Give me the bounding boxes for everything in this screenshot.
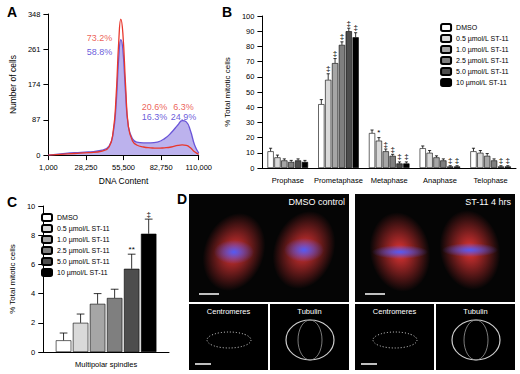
svg-text:**: ** — [129, 245, 135, 254]
svg-text:Centromeres: Centromeres — [207, 307, 251, 316]
svg-text:B: B — [222, 4, 232, 20]
svg-text:DMSO: DMSO — [456, 24, 478, 31]
svg-text:‡: ‡ — [384, 140, 388, 149]
svg-text:24.9%: 24.9% — [170, 111, 197, 122]
svg-text:‡: ‡ — [506, 156, 510, 165]
svg-text:348: 348 — [28, 10, 41, 19]
svg-text:Multipolar spindles: Multipolar spindles — [75, 360, 137, 369]
svg-text:28,250: 28,250 — [75, 163, 98, 172]
svg-text:70: 70 — [246, 57, 254, 66]
svg-text:‡: ‡ — [333, 49, 337, 58]
svg-text:110,000: 110,000 — [185, 163, 212, 172]
svg-text:‡: ‡ — [390, 145, 394, 154]
svg-text:261: 261 — [28, 45, 41, 54]
svg-text:1,000: 1,000 — [39, 163, 58, 172]
svg-text:1.0 µmol/L ST-11: 1.0 µmol/L ST-11 — [456, 46, 509, 54]
svg-text:100: 100 — [242, 12, 255, 21]
svg-text:% Total mitotic cells: % Total mitotic cells — [223, 57, 232, 127]
svg-text:Tubulin: Tubulin — [463, 307, 487, 316]
svg-text:A: A — [7, 4, 17, 20]
svg-text:10 µmol/L ST-11: 10 µmol/L ST-11 — [456, 79, 507, 87]
svg-text:Prometaphase: Prometaphase — [314, 176, 363, 185]
svg-text:‡: ‡ — [404, 152, 408, 161]
svg-text:‡: ‡ — [326, 64, 330, 73]
svg-text:20.6%: 20.6% — [141, 102, 168, 113]
svg-text:D: D — [177, 191, 187, 207]
svg-text:6: 6 — [31, 260, 35, 269]
svg-text:DMSO control: DMSO control — [288, 197, 345, 207]
svg-text:Centromeres: Centromeres — [373, 307, 417, 316]
svg-text:‡: ‡ — [448, 156, 452, 165]
svg-text:90: 90 — [246, 27, 254, 36]
svg-text:2: 2 — [31, 318, 35, 327]
svg-text:0.5 µmol/L ST-11: 0.5 µmol/L ST-11 — [456, 35, 509, 43]
svg-text:Metaphase: Metaphase — [371, 176, 408, 185]
svg-text:‡: ‡ — [455, 156, 459, 165]
svg-text:5.0 µmol/L ST-11: 5.0 µmol/L ST-11 — [57, 258, 110, 266]
svg-text:73.2%: 73.2% — [87, 33, 113, 43]
svg-text:4: 4 — [31, 289, 35, 298]
svg-text:174: 174 — [28, 80, 41, 89]
svg-text:*: * — [377, 128, 380, 137]
svg-text:8: 8 — [31, 231, 35, 240]
svg-text:0: 0 — [36, 151, 40, 160]
svg-text:Anaphase: Anaphase — [423, 176, 457, 185]
svg-text:2.5 µmol/L ST-11: 2.5 µmol/L ST-11 — [456, 57, 509, 65]
svg-text:58.8%: 58.8% — [87, 47, 113, 57]
svg-text:60: 60 — [246, 72, 254, 81]
svg-text:Telophase: Telophase — [474, 176, 508, 185]
svg-text:DNA Content: DNA Content — [99, 176, 149, 186]
svg-text:Prophase: Prophase — [272, 176, 304, 185]
svg-text:0: 0 — [31, 348, 35, 357]
svg-text:10: 10 — [246, 148, 254, 157]
svg-text:2.5 µmol/L ST-11: 2.5 µmol/L ST-11 — [57, 247, 110, 255]
svg-text:30: 30 — [246, 118, 254, 127]
svg-text:Tubulin: Tubulin — [297, 307, 321, 316]
svg-text:40: 40 — [246, 103, 254, 112]
svg-text:% Total mitotic cells: % Total mitotic cells — [8, 244, 17, 314]
svg-text:80: 80 — [246, 42, 254, 51]
svg-text:‡: ‡ — [353, 23, 357, 32]
svg-text:‡: ‡ — [397, 152, 401, 161]
svg-text:16.3%: 16.3% — [142, 112, 168, 122]
svg-text:‡: ‡ — [146, 210, 150, 219]
svg-text:1.0 µmol/L ST-11: 1.0 µmol/L ST-11 — [57, 236, 110, 244]
svg-text:55,500: 55,500 — [112, 163, 135, 172]
svg-text:50: 50 — [246, 88, 254, 97]
svg-text:10 µmol/L ST-11: 10 µmol/L ST-11 — [57, 269, 108, 277]
svg-text:0: 0 — [250, 164, 254, 173]
svg-text:5.0 µmol/L ST-11: 5.0 µmol/L ST-11 — [456, 68, 509, 76]
svg-text:‡: ‡ — [340, 32, 344, 41]
svg-text:DMSO: DMSO — [57, 214, 79, 221]
svg-text:6.3%: 6.3% — [173, 102, 194, 113]
svg-text:0.5 µmol/L ST-11: 0.5 µmol/L ST-11 — [57, 225, 110, 233]
svg-text:20: 20 — [246, 133, 254, 142]
svg-text:82,750: 82,750 — [150, 163, 173, 172]
svg-text:C: C — [7, 194, 17, 210]
svg-text:Number of cells: Number of cells — [8, 55, 18, 114]
svg-text:‡: ‡ — [499, 156, 503, 165]
svg-text:10: 10 — [27, 202, 35, 211]
svg-text:‡: ‡ — [347, 19, 351, 28]
svg-text:87: 87 — [32, 115, 40, 124]
svg-text:ST-11 4 hrs: ST-11 4 hrs — [465, 197, 511, 207]
